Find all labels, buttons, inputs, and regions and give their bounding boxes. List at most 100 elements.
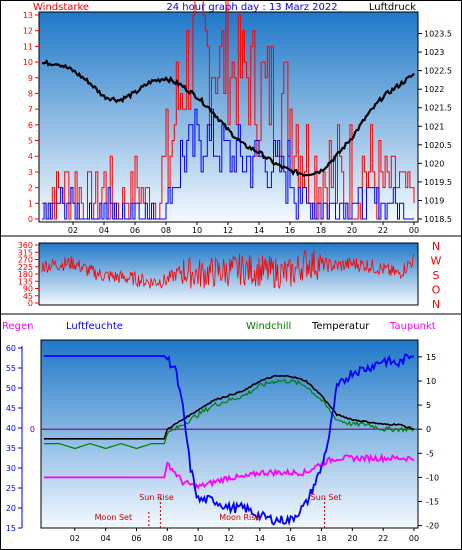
humidity-tick-label: 30 [6, 464, 16, 473]
temperatur-label: Temperatur [311, 321, 370, 332]
regen-label: Regen [2, 321, 34, 332]
time-tick-label: 18 [316, 226, 326, 235]
compass-label: S [433, 269, 440, 282]
humidity-tick-label: 60 [6, 344, 16, 353]
time-tick-label: 08 [161, 226, 171, 235]
pressure-tick-label: 1023 [424, 48, 444, 57]
taupunkt-label: Taupunkt [389, 321, 436, 332]
time-tick-label: 10 [193, 534, 203, 543]
time-tick-label: 22 [378, 226, 388, 235]
wind-speed-tick-label: 12 [23, 27, 33, 36]
time-tick-label: 20 [347, 226, 357, 235]
humidity-tick-label: 15 [6, 524, 16, 533]
pressure-tick-label: 1020.5 [424, 141, 452, 150]
humidity-tick-label: 20 [6, 504, 16, 513]
time-tick-label: 16 [286, 534, 296, 543]
chart-title: 24 hour graph day : 13 Marz 2022 [166, 2, 337, 13]
wind-speed-tick-label: 0 [28, 215, 33, 224]
compass-label: W [431, 255, 442, 268]
wind-speed-tick-label: 13 [23, 11, 33, 20]
time-tick-label: 04 [99, 226, 109, 235]
time-tick-label: 06 [131, 534, 141, 543]
pressure-series [41, 59, 415, 177]
sunrise-label: Sun Rise [139, 493, 174, 502]
temperature-tick-label: 10 [426, 377, 436, 386]
pressure-tick-label: 1021.5 [424, 104, 452, 113]
sunset-label: Sun Set [311, 493, 342, 502]
temperature-tick-label: -5 [426, 449, 434, 458]
direction-tick-label: 270 [18, 256, 33, 265]
wind-speed-tick-label: 7 [28, 105, 33, 114]
humidity-tick-label: 35 [6, 444, 16, 453]
direction-tick-label: 135 [18, 277, 33, 286]
windstarke-label: Windstarke [33, 2, 89, 13]
temperature-tick-label: -15 [426, 497, 439, 506]
humidity-tick-label: 45 [6, 404, 16, 413]
temperature-tick-label: -20 [426, 522, 439, 531]
humidity-series [44, 353, 415, 527]
rain-tick-label: 0 [30, 425, 35, 434]
temperature-tick-label: -10 [426, 473, 439, 482]
moonrise-label: Moon Rise [219, 513, 260, 522]
pressure-tick-label: 1018.5 [424, 215, 452, 224]
humidity-tick-label: 40 [6, 424, 16, 433]
wind-speed-tick-label: 8 [28, 89, 33, 98]
direction-tick-label: 90 [23, 285, 33, 294]
time-tick-label: 14 [255, 534, 265, 543]
wind-average-series [42, 108, 414, 220]
windchill-label: Windchill [246, 321, 291, 332]
humidity-tick-label: 50 [6, 384, 16, 393]
pressure-tick-label: 1020 [424, 159, 444, 168]
temperature-series [44, 374, 415, 440]
wind-speed-tick-label: 4 [28, 152, 33, 161]
wind-speed-tick-label: 11 [23, 42, 33, 51]
wind-speed-tick-label: 9 [28, 74, 33, 83]
wind-direction-series [41, 249, 415, 289]
time-tick-label: 06 [130, 226, 140, 235]
compass-label: N [432, 298, 440, 311]
pressure-tick-label: 1022 [424, 85, 444, 94]
windchill-series [44, 378, 415, 450]
pressure-tick-label: 1022.5 [424, 67, 452, 76]
luftdruck-label: Luftdruck [369, 2, 416, 13]
time-tick-label: 22 [378, 534, 388, 543]
dew-point-series [44, 452, 415, 492]
wind-speed-tick-label: 3 [28, 168, 33, 177]
humidity-tick-label: 25 [6, 484, 16, 493]
wind-speed-tick-label: 6 [28, 121, 33, 130]
time-tick-label: 20 [347, 534, 357, 543]
pressure-tick-label: 1021 [424, 122, 444, 131]
time-tick-label: 04 [101, 534, 111, 543]
temperature-tick-label: 15 [426, 353, 436, 362]
time-tick-label: 02 [70, 534, 80, 543]
direction-tick-label: 0 [28, 299, 33, 308]
temperature-tick-label: 5 [426, 401, 431, 410]
time-tick-label: 02 [68, 226, 78, 235]
time-tick-label: 16 [285, 226, 295, 235]
pressure-tick-label: 1019.5 [424, 178, 452, 187]
wind-speed-tick-label: 2 [28, 184, 33, 193]
wind-speed-tick-label: 5 [28, 137, 33, 146]
pressure-tick-label: 1019 [424, 196, 444, 205]
time-tick-label: 12 [224, 534, 234, 543]
time-tick-label: 10 [192, 226, 202, 235]
time-tick-label: 08 [162, 534, 172, 543]
time-tick-label: 00 [409, 226, 419, 235]
moonset-label: Moon Set [95, 513, 132, 522]
direction-tick-label: 315 [18, 248, 33, 257]
direction-tick-label: 360 [18, 241, 33, 250]
humidity-tick-label: 55 [6, 364, 16, 373]
direction-tick-label: 45 [23, 292, 33, 301]
temperature-tick-label: 0 [426, 425, 431, 434]
direction-tick-label: 180 [18, 270, 33, 279]
direction-tick-label: 225 [18, 263, 33, 272]
time-tick-label: 00 [409, 534, 419, 543]
time-tick-label: 12 [223, 226, 233, 235]
wind-speed-tick-label: 10 [23, 58, 33, 67]
wind-gust-series [42, 0, 415, 220]
compass-label: O [432, 284, 441, 297]
compass-label: N [432, 240, 440, 253]
luftfeuchte-label: Luftfeuchte [66, 321, 123, 332]
time-tick-label: 18 [316, 534, 326, 543]
